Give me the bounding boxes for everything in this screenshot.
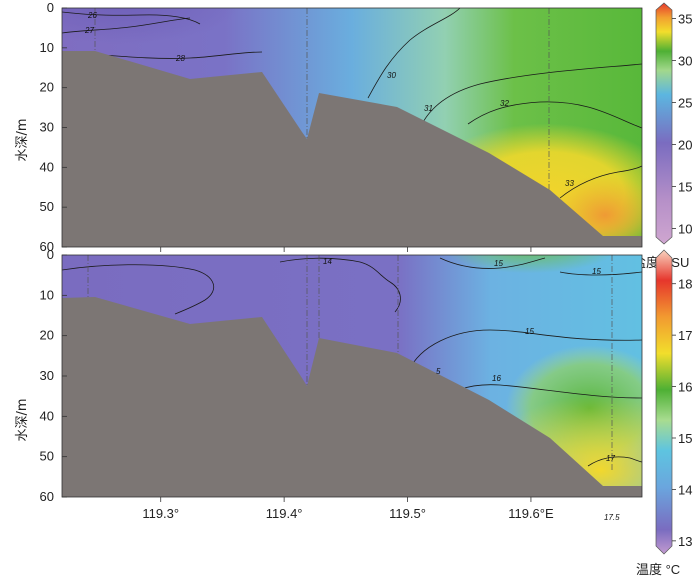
salinity-colorbar-tick-label: 25 (678, 95, 692, 110)
contour-15-right (559, 271, 642, 276)
temperature-y-tick-label: 40 (40, 408, 54, 423)
contour-30 (367, 8, 461, 99)
contour-label-16: 16 (492, 374, 501, 383)
contour-label-26: 26 (87, 11, 97, 20)
temperature-section-panel: 14 15 15 15 5 16 17 17.5 0 10 20 30 40 50 60 1… (15, 247, 692, 577)
temperature-colorbar-tick-label: 18 (678, 277, 692, 292)
temperature-colorbar-label: 温度 °C (636, 562, 680, 577)
contour-32 (467, 101, 642, 129)
salinity-station-lines (94, 8, 550, 190)
seabed-mask (62, 297, 642, 497)
salinity-y-tick-label: 10 (40, 40, 54, 55)
temperature-y-axis: 0 10 20 30 40 50 60 (40, 247, 67, 504)
salinity-contour-labels: 26 27 28 30 31 32 33 (84, 11, 574, 188)
contour-label-14: 14 (323, 257, 332, 266)
contour-label-30: 30 (387, 71, 396, 80)
temperature-y-tick-label: 0 (47, 247, 54, 262)
salinity-colorbar-tick-label: 20 (678, 138, 692, 153)
salinity-colorbar-tick-label: 35 (678, 11, 692, 26)
contour-label-15-right: 15 (592, 267, 601, 276)
temperature-colorbar-tick-label: 17 (678, 328, 692, 343)
contour-label-15-mid: 15 (525, 327, 534, 336)
contour-label-28: 28 (175, 54, 185, 63)
salinity-colorbar-bar (655, 2, 673, 245)
contour-15-top (439, 257, 546, 269)
temperature-colorbar-tick-label: 15 (678, 431, 692, 446)
temperature-y-tick-label: 30 (40, 368, 54, 383)
temperature-colorbar-tick-label: 13 (678, 534, 692, 549)
contour-label-27: 27 (84, 26, 94, 35)
salinity-y-tick-label: 20 (40, 80, 54, 95)
temperature-x-tick-label: 119.5° (389, 506, 426, 521)
contour-label-31: 31 (424, 104, 433, 113)
temperature-y-tick-label: 50 (40, 449, 54, 464)
temperature-colorbar-bar (655, 249, 673, 555)
contour-17 (587, 456, 642, 467)
contour-26 (62, 11, 201, 25)
salinity-field (62, 8, 642, 247)
temperature-contours (62, 257, 642, 540)
temperature-colorbar: 18 17 16 15 14 13 温度 °C (636, 249, 692, 577)
salinity-y-tick-label: 40 (40, 159, 54, 174)
contour-14-west (62, 264, 215, 315)
temperature-x-axis: 119.3° 119.4° 119.5° 119.6°E (142, 497, 554, 521)
temperature-y-tick-label: 60 (40, 489, 54, 504)
temperature-x-tick-label: 119.6°E (508, 506, 554, 521)
contour-label-15-top: 15 (494, 259, 503, 268)
temperature-colorbar-tick-label: 14 (678, 482, 692, 497)
contour-31 (419, 63, 642, 129)
seabed-mask (62, 51, 642, 247)
salinity-y-axis: 0 10 20 30 40 50 60 (40, 0, 67, 254)
contour-14-mid (279, 257, 401, 313)
contour-17-5 (606, 520, 642, 540)
salinity-y-tick-label: 60 (40, 239, 54, 254)
contour-15-mid (407, 329, 642, 373)
contour-27 (62, 17, 191, 34)
salinity-y-tick-label: 30 (40, 120, 54, 135)
temperature-contour-labels: 14 15 15 15 5 16 17 17.5 (323, 257, 620, 522)
temperature-colorbar-tick-label: 16 (678, 380, 692, 395)
salinity-y-axis-label: 水深/m (15, 118, 30, 161)
salinity-colorbar-tick-label: 10 (678, 222, 692, 237)
temperature-y-axis-label: 水深/m (15, 398, 30, 441)
temperature-station-lines (87, 255, 613, 470)
contour-33 (559, 165, 642, 199)
contour-label-33: 33 (565, 179, 574, 188)
contour-label-5: 5 (436, 367, 441, 376)
temperature-x-tick-label: 119.3° (142, 506, 179, 521)
contour-label-32: 32 (500, 99, 509, 108)
salinity-colorbar-tick-label: 15 (678, 180, 692, 195)
temperature-y-tick-label: 20 (40, 328, 54, 343)
temperature-x-tick-label: 119.4° (266, 506, 303, 521)
contour-label-17: 17 (606, 454, 615, 463)
salinity-y-tick-label: 0 (47, 0, 54, 15)
salinity-colorbar-tick-label: 30 (678, 53, 692, 68)
salinity-contours (62, 8, 642, 199)
temperature-field (62, 255, 642, 540)
temperature-y-tick-label: 10 (40, 287, 54, 302)
contour-label-17-5: 17.5 (604, 513, 620, 522)
salinity-y-tick-label: 50 (40, 199, 54, 214)
